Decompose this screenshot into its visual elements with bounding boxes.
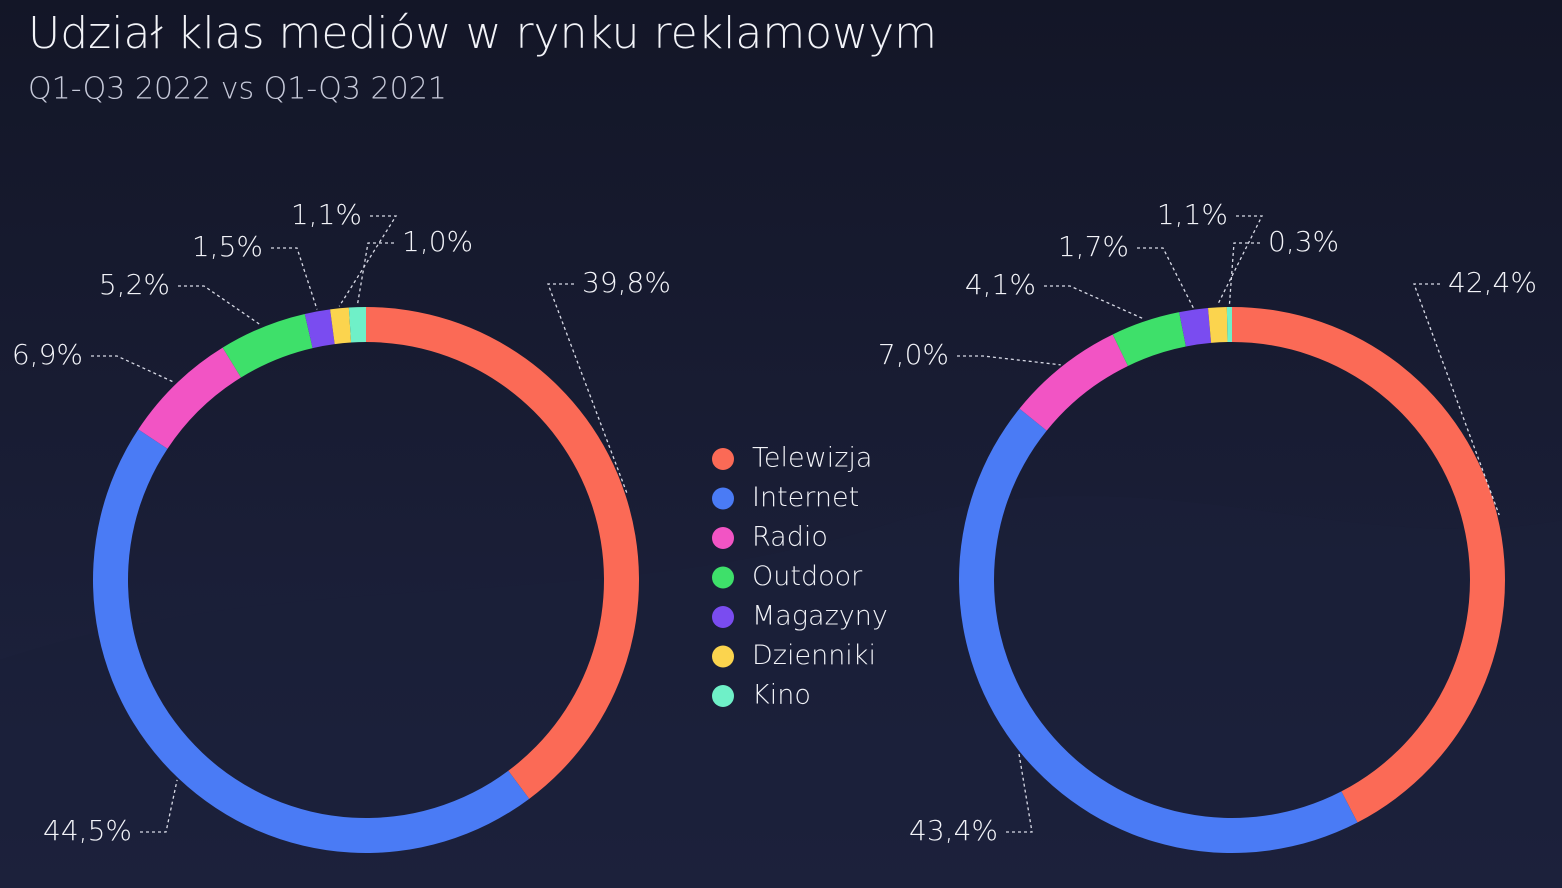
donut-segment — [304, 309, 335, 349]
leader-line — [1216, 215, 1264, 306]
legend-label: Magazyny — [752, 601, 888, 632]
donut-segment — [1232, 307, 1506, 823]
donut-segment — [958, 408, 1358, 854]
value-label: 6,9% — [12, 338, 83, 371]
value-label: 1,5% — [192, 230, 263, 263]
value-label: 1,0% — [402, 225, 473, 258]
leader-line — [356, 242, 394, 306]
value-label: 0,3% — [1268, 225, 1339, 258]
donut-segment — [1179, 308, 1212, 347]
leader-line — [91, 355, 175, 384]
legend-label: Internet — [752, 482, 859, 513]
donut-segment — [138, 347, 242, 449]
donut-segment — [1112, 312, 1186, 366]
legend-label: Radio — [752, 522, 828, 553]
value-label: 7,0% — [878, 338, 949, 371]
donut-segment — [222, 313, 313, 378]
donut-segment — [348, 307, 366, 343]
leader-line — [140, 779, 178, 833]
donut-segment — [366, 307, 640, 799]
leader-line — [338, 215, 398, 307]
legend-label: Telewizja — [752, 443, 872, 474]
leader-line — [1228, 242, 1260, 306]
value-label: 44,5% — [43, 814, 132, 847]
leader-line — [271, 247, 318, 310]
donut-segment — [1208, 307, 1228, 343]
value-label: 39,8% — [582, 266, 671, 299]
donut-segment — [1226, 307, 1232, 343]
leader-line — [1044, 285, 1145, 320]
legend-label: Outdoor — [752, 561, 863, 592]
donut-segment — [330, 307, 352, 345]
legend-marker — [712, 566, 734, 589]
subtitle: Q1-Q3 2022 vs Q1-Q3 2021 — [28, 72, 447, 107]
value-label: 43,4% — [909, 814, 998, 847]
value-label: 42,4% — [1448, 266, 1537, 299]
value-label: 1,1% — [291, 198, 362, 231]
legend-label: Kino — [752, 680, 811, 711]
background-wave — [0, 496, 1562, 888]
donut-segment — [1019, 334, 1128, 431]
leader-line — [178, 285, 262, 327]
legend-marker — [712, 645, 734, 668]
value-label: 5,2% — [99, 268, 170, 301]
value-label: 1,1% — [1157, 198, 1228, 231]
leader-line — [1413, 283, 1500, 516]
legend-marker — [712, 448, 734, 470]
legend-marker — [712, 606, 734, 628]
leader-line — [547, 283, 628, 494]
leader-line — [957, 355, 1061, 366]
leader-line — [1006, 753, 1033, 833]
legend-marker — [712, 487, 734, 510]
donut-segment — [93, 429, 530, 853]
legend-label: Dzienniki — [752, 640, 876, 671]
leader-line — [1137, 247, 1194, 309]
legend-marker — [712, 527, 734, 549]
value-label: 1,7% — [1058, 230, 1129, 263]
legend-marker — [712, 685, 734, 707]
value-label: 4,1% — [965, 268, 1036, 301]
title: Udział klas mediów w rynku reklamowym — [28, 8, 937, 59]
